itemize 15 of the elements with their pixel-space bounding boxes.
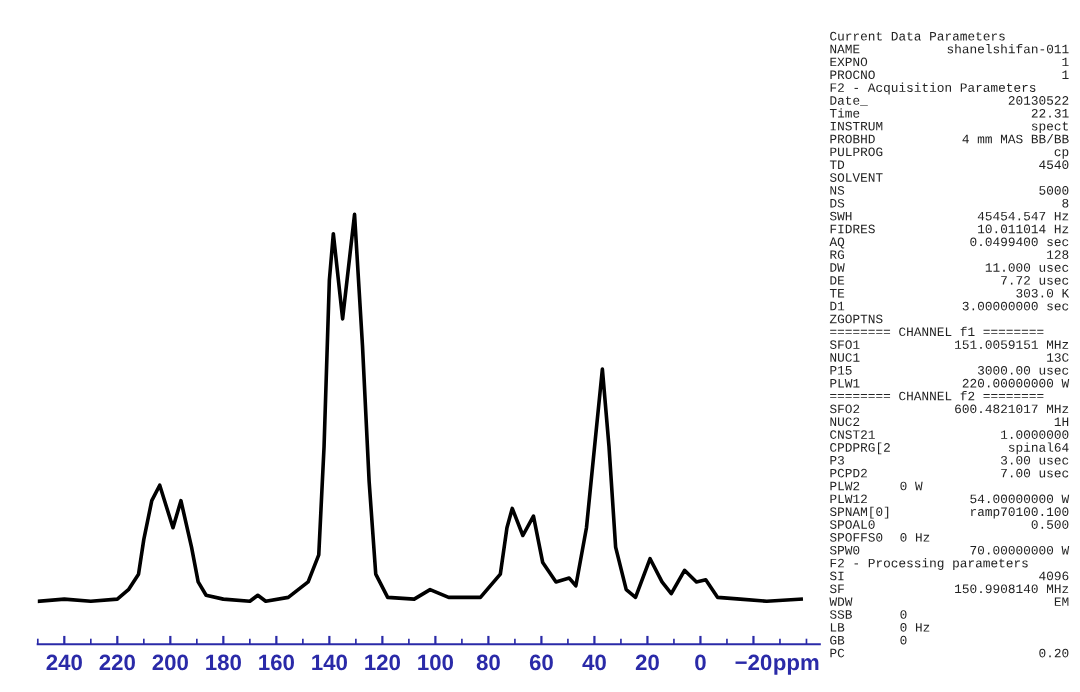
x-tick-label: 200 <box>152 654 188 671</box>
x-tick-label: 80 <box>476 654 500 671</box>
x-tick-label: 0 <box>695 654 706 671</box>
x-tick-label: 140 <box>312 654 347 671</box>
x-tick-label: 20 <box>635 654 659 671</box>
x-tick-label: 180 <box>206 654 241 671</box>
x-axis-title: ppm <box>774 658 819 675</box>
x-tick-label: 40 <box>582 654 606 671</box>
x-tick-label: 240 <box>46 654 82 671</box>
x-tick-label: −20 <box>735 654 772 671</box>
x-tick-label: 160 <box>259 654 294 671</box>
x-tick-label: 220 <box>99 654 135 671</box>
x-tick-label: 60 <box>529 654 553 671</box>
x-tick-label: 100 <box>418 654 454 671</box>
x-tick-label: 120 <box>365 654 400 671</box>
